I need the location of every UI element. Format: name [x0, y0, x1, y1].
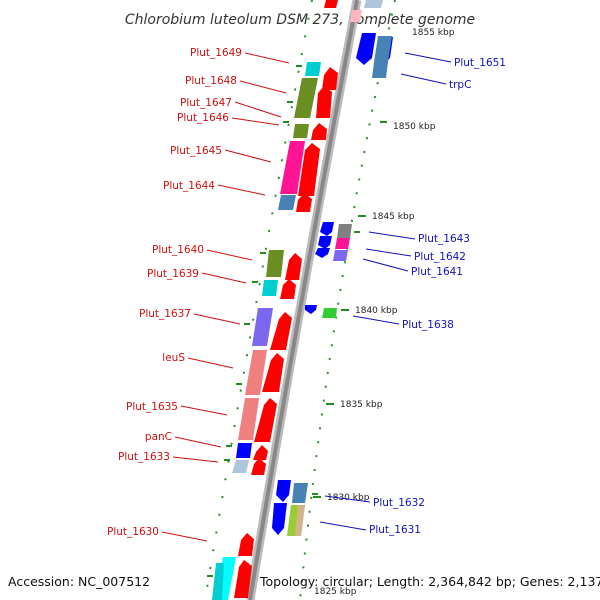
gene-arrow	[253, 445, 268, 460]
gene-arrow	[318, 236, 332, 249]
genome-title: Chlorobium luteolum DSM 273, complete ge…	[125, 12, 475, 28]
scale-ticks: 1855 kbp 1850 kbp 1845 kbp 1840 kbp 1835…	[313, 28, 455, 597]
gene-arrow	[285, 253, 302, 280]
gene-arrow	[298, 143, 320, 196]
gene-arrow	[316, 86, 332, 118]
gene-label: Plut_1638	[402, 319, 454, 331]
gene-label: panC	[145, 431, 172, 443]
genome-summary-text: Topology: circular; Length: 2,364,842 bp…	[259, 574, 600, 589]
gene-label: Plut_1646	[177, 112, 229, 124]
gene-label: Plut_1631	[369, 524, 421, 536]
gene-label: Plut_1645	[170, 145, 222, 157]
genome-backbone	[245, 0, 362, 600]
gene-arrow	[320, 222, 334, 236]
gene-label: Plut_1637	[139, 308, 191, 320]
gene-label: Plut_1649	[190, 47, 242, 59]
gene-label: trpC	[449, 79, 471, 91]
gene-label: Plut_1640	[152, 244, 204, 256]
gene-label: Plut_1648	[185, 75, 237, 87]
gene-label: Plut_1641	[411, 266, 463, 278]
gene-arrow	[272, 503, 287, 535]
forward-cog-boxes	[212, 62, 321, 600]
gene-arrow	[280, 279, 296, 299]
gene-label: Plut_1644	[163, 180, 215, 192]
gene-arrow	[356, 33, 376, 65]
gene-label: Plut_1651	[454, 57, 506, 69]
gene-arrow	[311, 123, 327, 140]
tick-label: 1825 kbp	[314, 587, 357, 597]
gene-arrow	[234, 560, 252, 598]
gene-arrow	[324, 0, 338, 8]
gene-label: Plut_1630	[107, 526, 159, 538]
gene-arrow	[270, 312, 292, 350]
gene-label: Plut_1632	[373, 497, 425, 509]
reverse-cog-boxes	[287, 0, 392, 536]
gene-label: Plut_1639	[147, 268, 199, 280]
tick-label: 1835 kbp	[340, 400, 383, 410]
gene-arrow	[238, 533, 254, 556]
gene-arrow	[315, 248, 330, 258]
tick-label: 1830 kbp	[327, 493, 370, 503]
gene-arrow	[254, 398, 277, 442]
gene-label: Plut_1633	[118, 451, 170, 463]
gene-arrow	[296, 193, 312, 212]
right-labels: Plut_1651 trpC Plut_1643 Plut_1642 Plut_…	[319, 52, 506, 536]
gene-label: Plut_1647	[180, 97, 232, 109]
tick-label: 1855 kbp	[412, 28, 455, 38]
tick-label: 1840 kbp	[355, 306, 398, 316]
forward-genes	[234, 0, 338, 598]
gene-label: Plut_1635	[126, 401, 178, 413]
gene-arrow	[251, 458, 266, 475]
gene-label: Plut_1643	[418, 233, 470, 245]
left-labels: Plut_1649 Plut_1648 Plut_1647 Plut_1646 …	[107, 47, 290, 542]
tick-label: 1845 kbp	[372, 212, 415, 222]
gene-arrow	[276, 480, 291, 502]
accession-text: Accession: NC_007512	[8, 574, 150, 589]
strand-tick-marks	[207, 65, 360, 577]
gene-arrow	[262, 353, 284, 392]
gene-arrow	[305, 305, 317, 314]
scale-arc	[299, 0, 396, 600]
tick-label: 1850 kbp	[393, 122, 436, 132]
gene-label: leuS	[162, 352, 185, 364]
gene-label: Plut_1642	[414, 251, 466, 263]
gene-arrow	[322, 67, 338, 90]
